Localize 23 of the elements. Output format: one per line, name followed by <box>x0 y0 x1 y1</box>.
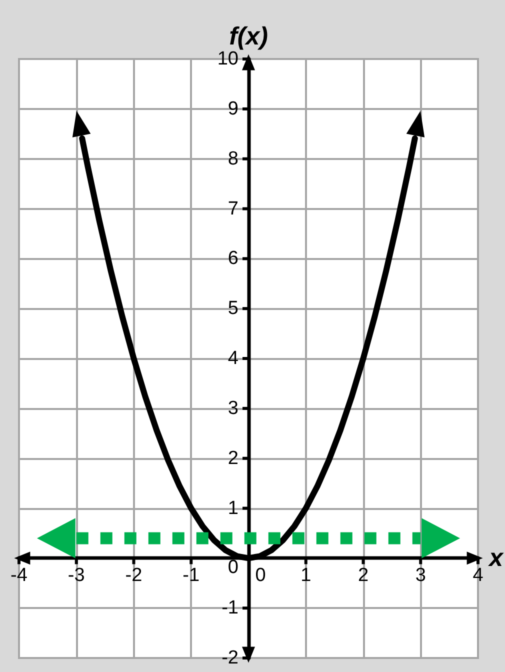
y-tick-label: 6 <box>228 248 238 270</box>
y-tick-label: 9 <box>228 98 238 120</box>
x-tick-label: 1 <box>300 565 312 586</box>
y-tick-label: 4 <box>228 348 239 369</box>
y-tick-label: -1 <box>222 598 238 619</box>
y-tick-label: 7 <box>228 198 238 220</box>
y-tick-label: 1 <box>228 498 238 519</box>
x-tick-label: 4 <box>472 565 484 586</box>
y-tick-label: 5 <box>228 298 238 320</box>
y-tick-label: 3 <box>228 398 238 419</box>
x-tick-label: 3 <box>415 565 426 586</box>
x-tick-label: 2 <box>358 565 369 586</box>
y-tick-label: 2 <box>228 448 238 469</box>
x-tick-label: -3 <box>68 565 85 586</box>
y-tick-label: -2 <box>222 648 238 668</box>
y-axis-title: f(x) <box>229 22 268 50</box>
x-tick-label: -2 <box>125 565 142 586</box>
y-tick-label: 8 <box>228 148 238 170</box>
x-tick-label: 0 <box>255 565 266 586</box>
y-tick-label: 10 <box>217 48 238 70</box>
x-tick-label: -1 <box>182 565 200 586</box>
x-axis-title: x <box>487 544 504 572</box>
x-tick-label: -4 <box>10 565 28 586</box>
